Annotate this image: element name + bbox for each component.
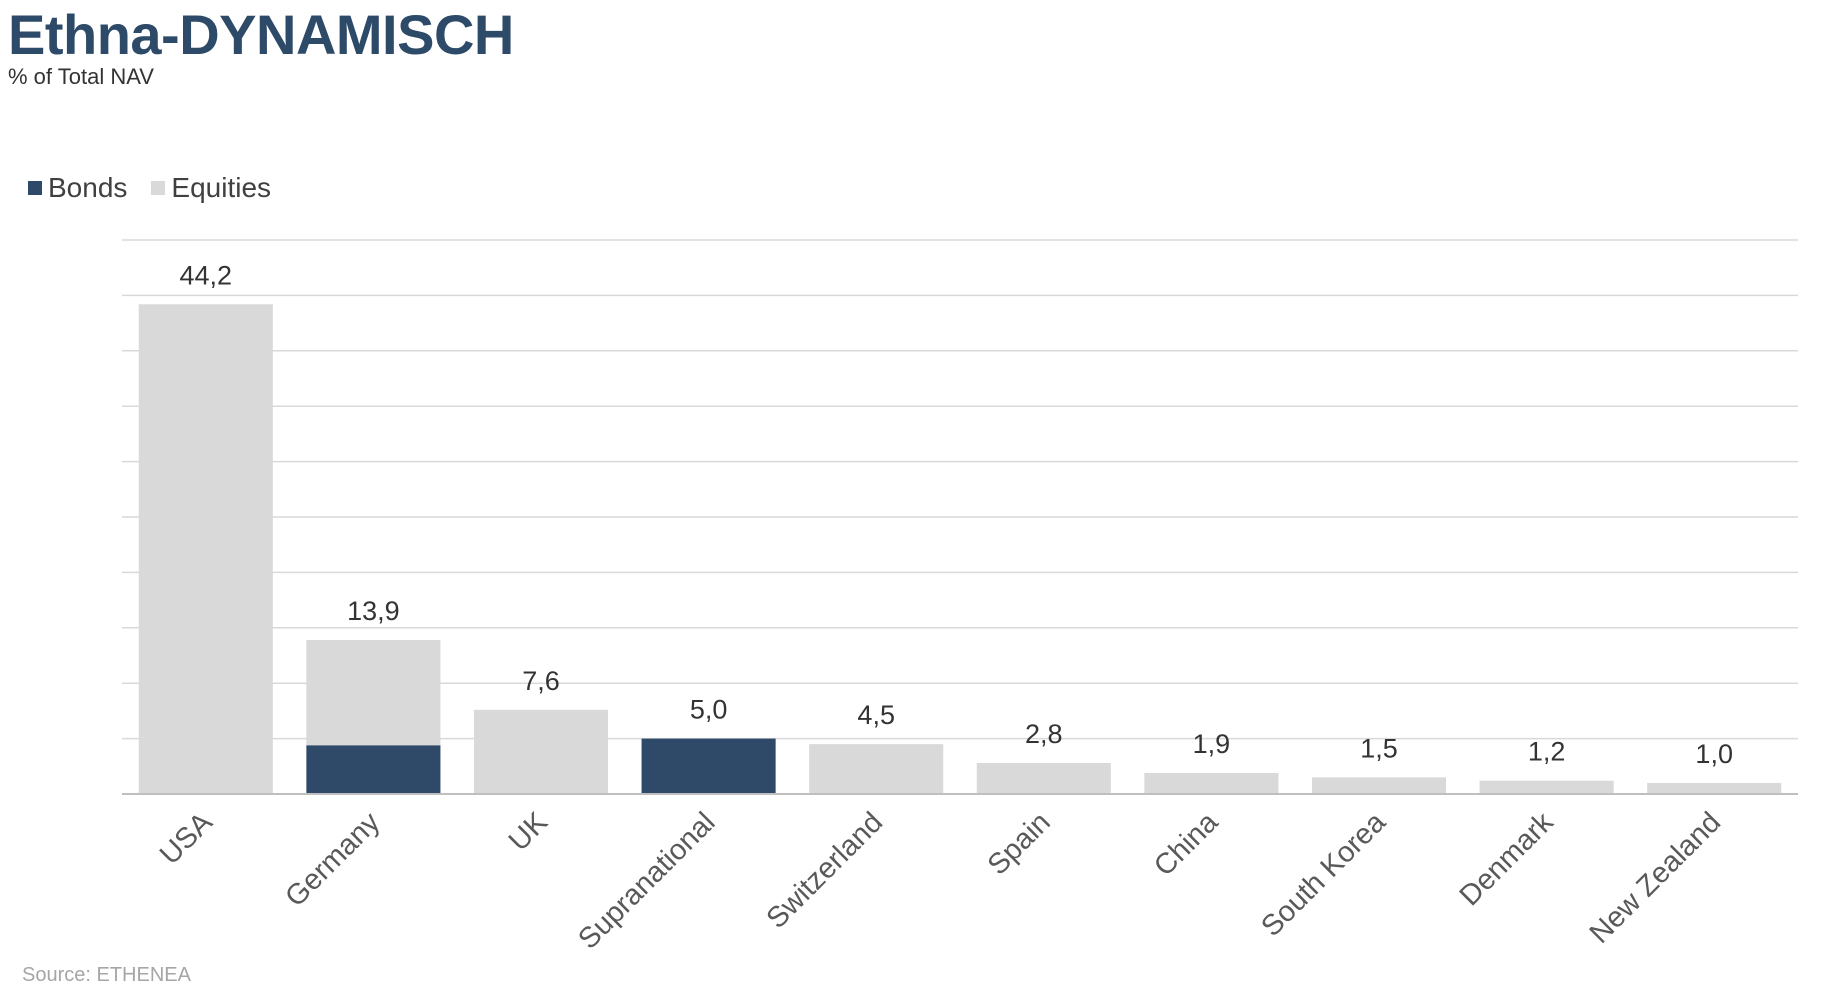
chart-legend: Bonds Equities: [28, 172, 295, 204]
bar-equities: [306, 639, 441, 746]
legend-item-bonds: Bonds: [28, 172, 127, 204]
data-label: 13,9: [347, 596, 400, 626]
data-label: 2,8: [1025, 719, 1063, 749]
bar-bonds: [306, 745, 441, 794]
bar-equities: [473, 709, 609, 794]
bar-equities: [809, 744, 944, 794]
x-tick-label: UK: [503, 806, 555, 858]
bar-equities: [976, 762, 1111, 794]
x-tick-label: New Zealand: [1584, 806, 1727, 949]
data-label: 4,5: [857, 700, 895, 730]
chart-title: Ethna-DYNAMISCH: [8, 3, 514, 66]
data-label: 1,0: [1695, 739, 1733, 769]
x-tick-label: South Korea: [1255, 806, 1392, 943]
data-label: 44,2: [180, 260, 233, 290]
legend-label-bonds: Bonds: [48, 172, 128, 203]
bar-equities: [1311, 777, 1447, 794]
bar-equities: [1479, 780, 1614, 794]
x-tick-label: USA: [154, 806, 219, 871]
bar-bonds: [641, 738, 776, 794]
legend-swatch-equities: [151, 181, 166, 195]
legend-label-equities: Equities: [171, 172, 272, 203]
source-note: Source: ETHENEA: [22, 964, 191, 986]
x-tick-label: Spain: [982, 806, 1057, 881]
x-tick-label: China: [1148, 806, 1225, 883]
bar-equities: [1144, 772, 1279, 794]
bar-equities: [1647, 782, 1782, 794]
data-label: 1,5: [1360, 733, 1398, 763]
data-label: 7,6: [522, 666, 560, 696]
chart-subtitle: % of Total NAV: [8, 64, 154, 89]
x-tick-label: Switzerland: [761, 806, 890, 935]
legend-item-equities: Equities: [151, 172, 271, 204]
data-label: 5,0: [690, 695, 728, 725]
data-label: 1,9: [1193, 729, 1231, 759]
x-tick-label: Germany: [279, 806, 386, 913]
legend-swatch-bonds: [28, 181, 42, 195]
bar-equities: [138, 304, 273, 794]
x-tick-label: Supranational: [572, 806, 721, 955]
data-label: 1,2: [1528, 737, 1566, 767]
x-tick-label: Denmark: [1454, 806, 1560, 912]
